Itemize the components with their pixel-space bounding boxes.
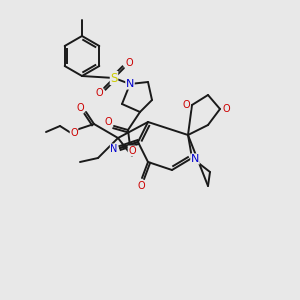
- Text: N: N: [191, 154, 199, 164]
- Text: O: O: [137, 181, 145, 191]
- Text: O: O: [182, 100, 190, 110]
- Text: O: O: [125, 58, 133, 68]
- Text: N: N: [126, 79, 134, 89]
- Text: O: O: [70, 128, 78, 138]
- Text: O: O: [128, 146, 136, 156]
- Text: O: O: [95, 88, 103, 98]
- Text: O: O: [104, 117, 112, 127]
- Text: O: O: [76, 103, 84, 113]
- Text: N: N: [110, 144, 118, 154]
- Text: O: O: [222, 104, 230, 114]
- Text: S: S: [110, 71, 118, 85]
